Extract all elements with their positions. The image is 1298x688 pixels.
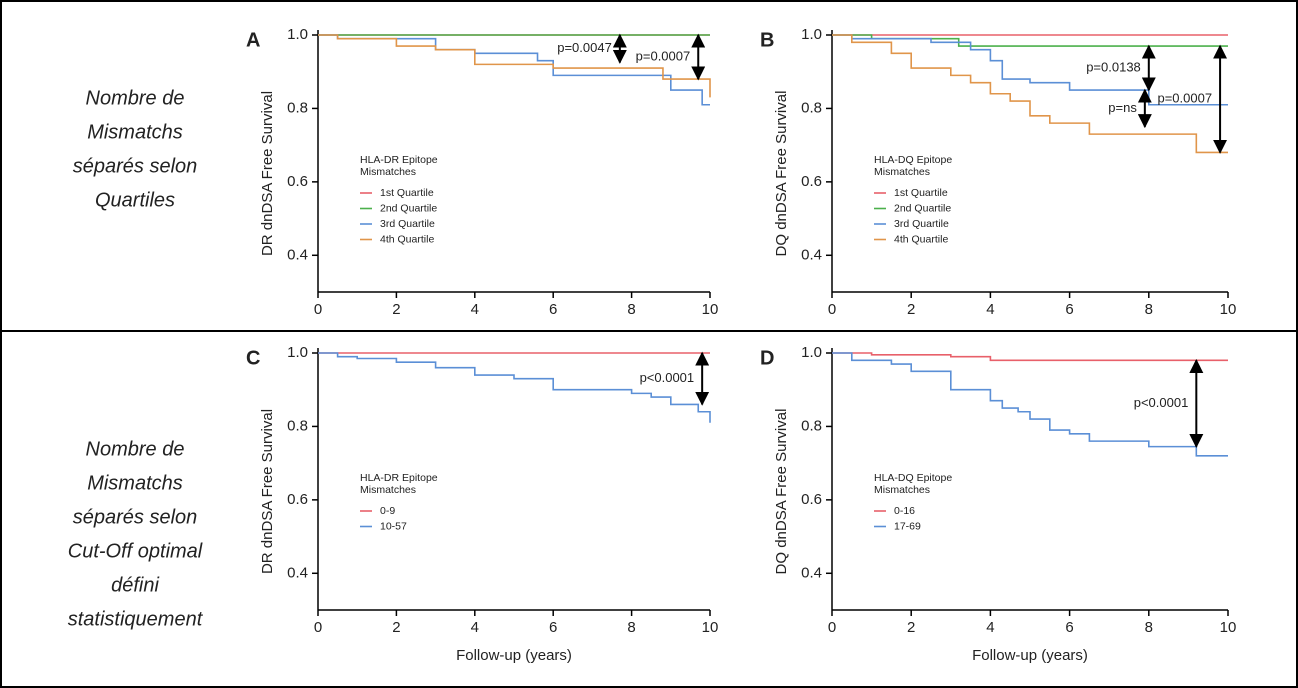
x-tick-label: 10 <box>1220 301 1237 318</box>
panel-letter: B <box>760 29 774 51</box>
p-value-label: p=0.0007 <box>1157 91 1212 106</box>
x-tick-label: 10 <box>702 619 719 636</box>
legend-label: 2nd Quartile <box>380 202 437 214</box>
legend-title: Mismatches <box>874 166 930 178</box>
y-tick-label: 0.8 <box>287 417 308 434</box>
legend-title: HLA-DR Epitope <box>360 154 438 166</box>
y-tick-label: 1.0 <box>801 26 822 43</box>
row-label: Mismatchs <box>87 121 183 143</box>
survival-curve <box>832 352 1228 362</box>
y-tick-label: 1.0 <box>801 344 822 361</box>
legend-title: HLA-DQ Epitope <box>874 154 952 166</box>
x-tick-label: 4 <box>986 301 994 318</box>
panel-letter: A <box>246 29 260 51</box>
row-label: défini <box>111 574 159 596</box>
x-axis-label: Follow-up (years) <box>456 647 572 664</box>
y-tick-label: 0.8 <box>801 99 822 116</box>
x-tick-label: 4 <box>986 619 994 636</box>
x-tick-label: 2 <box>907 619 915 636</box>
legend-label: 4th Quartile <box>380 233 434 245</box>
x-tick-label: 8 <box>627 619 635 636</box>
x-tick-label: 6 <box>549 301 557 318</box>
x-axis-label: Follow-up (years) <box>972 647 1088 664</box>
y-tick-label: 0.4 <box>287 246 308 263</box>
y-tick-label: 0.4 <box>287 564 308 581</box>
p-value-label: p=0.0007 <box>636 48 691 63</box>
p-value-label: p<0.0001 <box>640 370 695 385</box>
p-value-label: p<0.0001 <box>1134 395 1189 410</box>
survival-curve <box>832 34 1228 106</box>
legend-title: HLA-DR Epitope <box>360 472 438 484</box>
legend-label: 0-16 <box>894 505 915 517</box>
x-tick-label: 8 <box>1145 301 1153 318</box>
x-tick-label: 2 <box>392 301 400 318</box>
p-value-label: p=0.0047 <box>557 40 612 55</box>
row-label: Mismatchs <box>87 472 183 494</box>
y-tick-label: 0.8 <box>801 417 822 434</box>
x-tick-label: 0 <box>828 301 836 318</box>
x-tick-label: 8 <box>1145 619 1153 636</box>
panel-letter: C <box>246 347 260 369</box>
y-axis-label: DR dnDSA Free Survival <box>259 91 276 256</box>
y-tick-label: 0.6 <box>801 173 822 190</box>
row-label: Quartiles <box>95 189 175 211</box>
legend-label: 10-57 <box>380 520 407 532</box>
y-tick-label: 0.6 <box>801 491 822 508</box>
y-axis-label: DQ dnDSA Free Survival <box>773 409 790 575</box>
x-tick-label: 0 <box>314 619 322 636</box>
y-tick-label: 0.8 <box>287 99 308 116</box>
row-label: séparés selon <box>73 155 198 177</box>
legend-label: 0-9 <box>380 505 395 517</box>
y-tick-label: 1.0 <box>287 26 308 43</box>
survival-curve <box>318 34 710 106</box>
x-tick-label: 6 <box>549 619 557 636</box>
legend-label: 1st Quartile <box>894 187 948 199</box>
legend-label: 3rd Quartile <box>894 218 949 230</box>
x-tick-label: 0 <box>314 301 322 318</box>
legend-title: Mismatches <box>360 484 416 496</box>
y-axis-label: DQ dnDSA Free Survival <box>773 91 790 257</box>
y-tick-label: 0.4 <box>801 564 822 581</box>
x-tick-label: 2 <box>392 619 400 636</box>
survival-curve <box>318 34 711 98</box>
x-tick-label: 0 <box>828 619 836 636</box>
p-value-label: p=0.0138 <box>1086 59 1141 74</box>
x-tick-label: 8 <box>627 301 635 318</box>
survival-curve <box>832 352 1228 457</box>
legend-label: 4th Quartile <box>894 233 948 245</box>
legend-title: Mismatches <box>360 166 416 178</box>
row-label: Cut-Off optimal <box>68 540 203 562</box>
x-tick-label: 4 <box>471 301 479 318</box>
x-tick-label: 10 <box>702 301 719 318</box>
panel-letter: D <box>760 347 774 369</box>
y-tick-label: 0.6 <box>287 173 308 190</box>
y-tick-label: 0.4 <box>801 246 822 263</box>
row-label: statistiquement <box>68 608 204 630</box>
p-value-label: p=ns <box>1108 100 1137 115</box>
legend-title: HLA-DQ Epitope <box>874 472 952 484</box>
x-tick-label: 6 <box>1065 301 1073 318</box>
y-tick-label: 1.0 <box>287 344 308 361</box>
legend-label: 3rd Quartile <box>380 218 435 230</box>
y-axis-label: DR dnDSA Free Survival <box>259 409 276 574</box>
x-tick-label: 2 <box>907 301 915 318</box>
x-tick-label: 10 <box>1220 619 1237 636</box>
y-tick-label: 0.6 <box>287 491 308 508</box>
row-label: Nombre de <box>86 438 185 460</box>
legend-title: Mismatches <box>874 484 930 496</box>
survival-curve <box>318 352 711 423</box>
survival-curve <box>832 34 1228 154</box>
row-label: séparés selon <box>73 506 198 528</box>
legend-label: 17-69 <box>894 520 921 532</box>
legend-label: 1st Quartile <box>380 187 434 199</box>
x-tick-label: 6 <box>1065 619 1073 636</box>
row-label: Nombre de <box>86 87 185 109</box>
x-tick-label: 4 <box>471 619 479 636</box>
legend-label: 2nd Quartile <box>894 202 951 214</box>
